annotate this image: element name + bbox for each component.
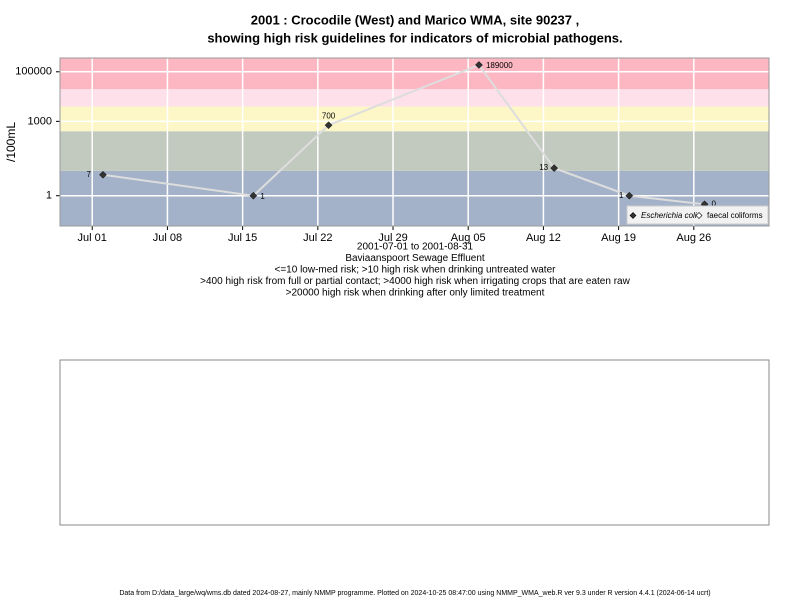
risk-band xyxy=(60,131,769,171)
x-tick-label: Jul 01 xyxy=(78,232,107,244)
note: >400 high risk from full or partial cont… xyxy=(200,276,630,287)
x-tick-label: Jul 29 xyxy=(378,232,407,244)
point xyxy=(625,191,634,200)
legend-label: Escherichia coli xyxy=(641,211,697,220)
note: Baviaanspoort Sewage Effluent xyxy=(345,253,485,264)
data-label: 1 xyxy=(260,192,265,201)
x-tick-label: Jul 15 xyxy=(228,232,257,244)
risk-band xyxy=(60,89,769,107)
note: >20000 high risk when drinking after onl… xyxy=(286,288,545,299)
y-tick-label: 100000 xyxy=(15,66,52,78)
note: 2001-07-01 to 2001-08-31 xyxy=(357,242,474,253)
y-tick-label: 1000 xyxy=(28,115,52,127)
data-label: 0 xyxy=(712,199,717,208)
data-label: 13 xyxy=(539,163,548,172)
legend-label: faecal coliforms xyxy=(707,211,763,220)
x-tick-label: Aug 26 xyxy=(676,232,711,244)
data-label: 189000 xyxy=(486,61,513,70)
x-tick-label: Aug 05 xyxy=(451,232,486,244)
empty-panel xyxy=(59,359,770,526)
point xyxy=(99,170,107,179)
data-label: 700 xyxy=(322,111,336,120)
legend-marker xyxy=(629,212,637,219)
point xyxy=(550,164,559,172)
y-tick-label: 1 xyxy=(46,190,52,202)
chart-title: 2001 : Crocodile (West) and Marico WMA, … xyxy=(251,12,579,27)
note: <=10 low-med risk; >10 high risk when dr… xyxy=(275,265,557,276)
point xyxy=(324,121,333,130)
risk-band xyxy=(60,58,769,90)
risk-band xyxy=(60,106,769,132)
point xyxy=(475,61,483,69)
y-axis-label: /100mL xyxy=(4,122,18,162)
x-tick-label: Aug 19 xyxy=(601,232,636,244)
x-tick-label: Jul 22 xyxy=(303,232,332,244)
legend-marker xyxy=(695,212,703,219)
plot-frame xyxy=(59,57,770,227)
data-label: 7 xyxy=(87,170,92,179)
footer: Data from D:/data_large/wq/wms.db dated … xyxy=(119,590,710,597)
point xyxy=(249,191,258,200)
x-tick-label: Jul 08 xyxy=(153,232,182,244)
data-label: 1 xyxy=(619,191,624,200)
x-tick-label: Aug 12 xyxy=(526,232,561,244)
chart-title: showing high risk guidelines for indicat… xyxy=(207,30,622,45)
